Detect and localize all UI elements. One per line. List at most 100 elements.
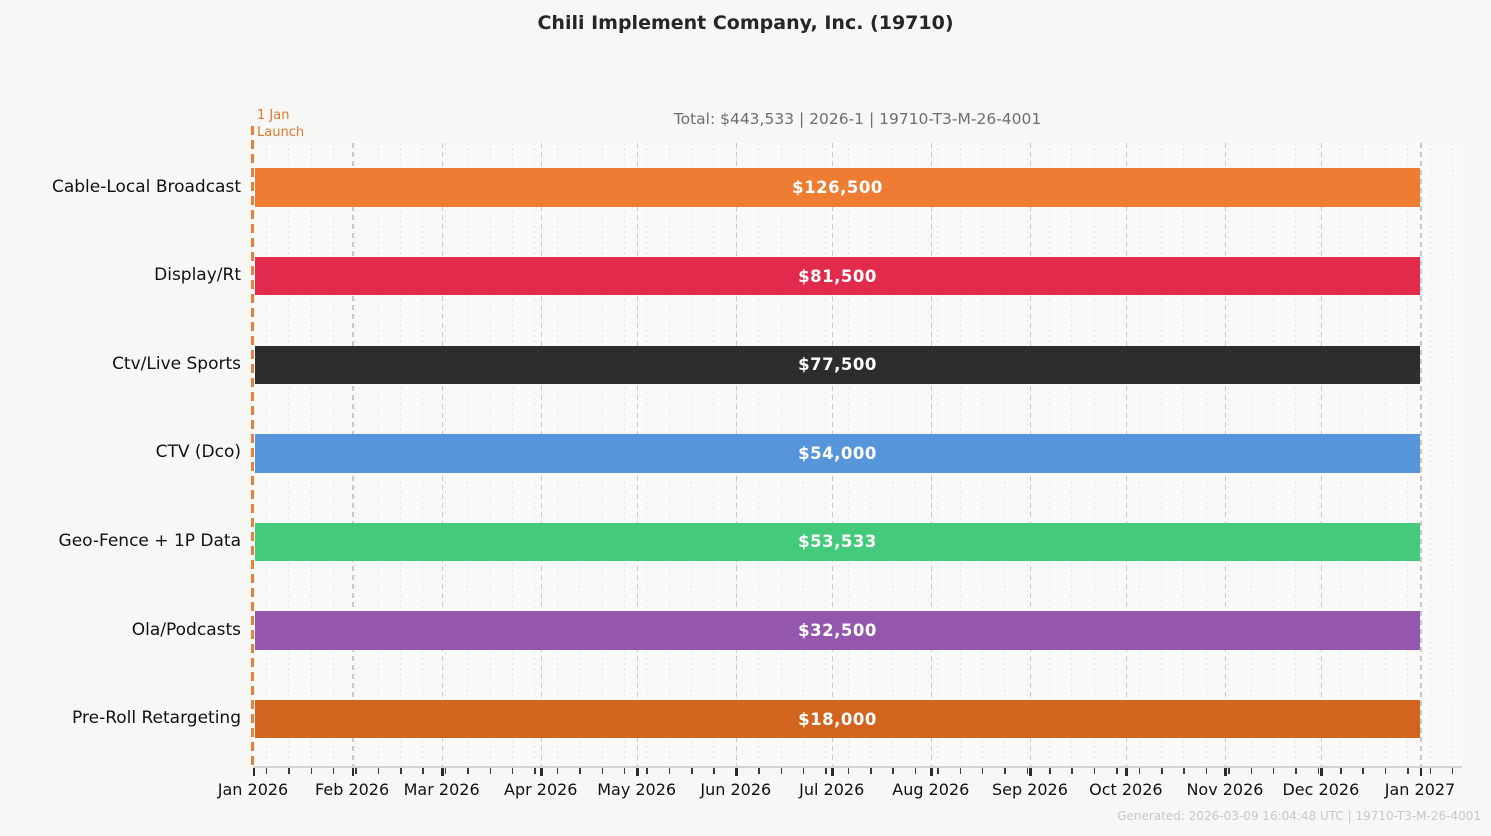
bar-1: $126,500 [255, 168, 1420, 207]
tick-major [1419, 768, 1422, 776]
tick-major [1125, 768, 1128, 776]
launch-annotation-line2: Launch [257, 125, 305, 140]
launch-line [251, 126, 254, 768]
x-tick-label: Apr 2026 [504, 780, 578, 799]
gridline-minor [1429, 143, 1431, 768]
category-label: Cable-Local Broadcast [51, 176, 241, 197]
tick-minor [758, 768, 760, 774]
x-tick-label: Dec 2026 [1282, 780, 1360, 799]
tick-minor [981, 768, 984, 774]
tick-minor [1295, 768, 1297, 774]
tick-minor [646, 768, 648, 774]
chart-subtitle: Total: $443,533 | 2026-1 | 19710-T3-M-26… [673, 110, 1042, 128]
tick-minor [601, 768, 603, 774]
tick-major [930, 768, 933, 776]
tick-minor [1272, 768, 1275, 774]
x-tick-label: May 2026 [597, 780, 677, 799]
tick-minor [1049, 768, 1051, 774]
tick-minor [1183, 768, 1185, 774]
category-labels: Cable-Local Broadcast Display/Rt Ctv/Live … [0, 143, 247, 768]
tick-major [831, 768, 834, 776]
tick-minor [691, 768, 693, 774]
tick-minor [847, 768, 850, 774]
footer-note: Generated: 2026-03-09 16:04:48 UTC | 197… [1117, 809, 1481, 823]
bar-value-label: $18,000 [798, 709, 877, 729]
tick-minor [1340, 768, 1342, 774]
tick-minor [310, 768, 313, 774]
tick-minor [870, 768, 872, 774]
bar-value-label: $81,500 [798, 266, 877, 286]
tick-minor [444, 768, 447, 774]
plot-area: $126,500 $81,500 $77,500 $54,000 $53,533 $32,… [253, 143, 1462, 768]
x-tick-label: Jan 2027 [1384, 780, 1456, 799]
tick-major [1029, 768, 1032, 776]
tick-minor [1004, 768, 1006, 774]
bar-7: $18,000 [255, 699, 1420, 739]
tick-minor [780, 768, 783, 774]
tick-minor [489, 768, 492, 774]
category-label: Pre-Roll Retargeting [72, 708, 241, 729]
x-tick-label: Nov 2026 [1186, 780, 1264, 799]
tick-minor [959, 768, 962, 774]
tick-minor [937, 768, 939, 774]
tick-minor [914, 768, 917, 774]
tick-major [735, 768, 738, 776]
tick-minor [422, 768, 424, 774]
tick-minor [1451, 768, 1454, 774]
tick-minor [1317, 768, 1320, 774]
bar-5: $53,533 [255, 522, 1420, 562]
launch-annotation-line1: 1 Jan [257, 108, 290, 123]
tick-minor [668, 768, 671, 774]
tick-minor [556, 768, 559, 774]
bar-value-label: $54,000 [798, 443, 877, 463]
tick-minor [825, 768, 827, 774]
bar-value-label: $32,500 [798, 621, 877, 641]
tick-minor [623, 768, 626, 774]
tick-minor [1205, 768, 1208, 774]
tick-major [1224, 768, 1227, 776]
category-label: Ola/Podcasts [131, 619, 241, 640]
tick-major [351, 768, 355, 776]
tick-minor [1026, 768, 1029, 774]
x-axis-line [253, 766, 1462, 768]
x-tick-label: Jun 2026 [700, 780, 772, 799]
tick-minor [1116, 768, 1118, 774]
tick-minor [1093, 768, 1096, 774]
tick-minor [1384, 768, 1387, 774]
x-axis-tick-labels: Jan 2026 Feb 2026 Mar 2026 Apr 2026 May 2026… [218, 780, 1491, 804]
tick-minor [511, 768, 514, 774]
x-tick-label: Feb 2026 [315, 780, 390, 799]
tick-minor [1161, 768, 1163, 774]
category-label: Geo-Fence + 1P Data [58, 530, 241, 551]
tick-minor [1138, 768, 1141, 774]
tick-major [441, 768, 444, 776]
x-tick-label: Aug 2026 [892, 780, 970, 799]
tick-major [1320, 768, 1323, 776]
tick-major [636, 768, 639, 776]
x-tick-label: Sep 2026 [991, 780, 1068, 799]
bar-value-label: $77,500 [798, 355, 877, 375]
tick-minor [1071, 768, 1073, 774]
x-tick-label: Jan 2026 [217, 780, 289, 799]
tick-minor [802, 768, 805, 774]
tick-major [540, 768, 543, 776]
bar-6: $32,500 [255, 611, 1420, 650]
x-tick-label: Jul 2026 [799, 780, 865, 799]
tick-minor [1250, 768, 1253, 774]
tick-minor [1429, 768, 1432, 774]
tick-major [252, 768, 255, 776]
launch-annotation: 1 Jan Launch [257, 107, 304, 141]
bar-value-label: $126,500 [792, 178, 883, 198]
category-label: Display/Rt [154, 265, 241, 286]
bar-4: $54,000 [255, 434, 1420, 473]
tick-minor [1407, 768, 1409, 774]
tick-minor [534, 768, 536, 774]
tick-minor [400, 768, 402, 774]
category-label: Ctv/Live Sports [112, 353, 241, 374]
category-label: CTV (Dco) [155, 442, 241, 463]
tick-minor [332, 768, 335, 774]
x-axis-ticks [252, 768, 1462, 778]
tick-minor [467, 768, 469, 774]
gridline-minor [1451, 143, 1453, 768]
